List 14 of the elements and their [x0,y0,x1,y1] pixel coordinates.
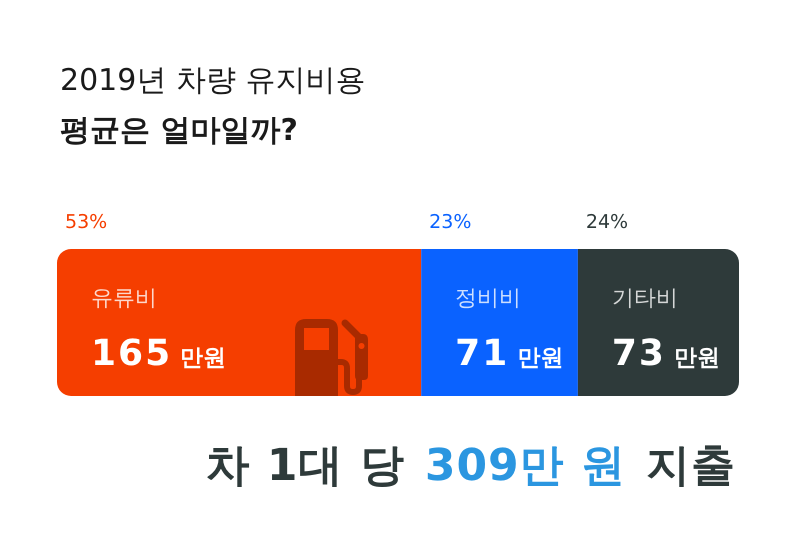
text: 지출 [646,440,736,491]
series-label: 정비비 [455,286,522,311]
series-label: 기타비 [612,286,678,311]
data-label: 165 만원 [91,333,226,374]
chart-title: 2019년 차량 유지비용 [60,63,366,98]
data-label: 73 만원 [612,333,720,374]
chart-subtitle: 평균은 얼마일까? [60,113,298,148]
text: 차 1대 당 [206,440,405,491]
text: 309만 원 [424,440,626,491]
data-label: 71 만원 [455,333,564,374]
series-label: 유류비 [91,286,157,311]
text: 24% [586,211,628,233]
text: 53% [65,211,108,233]
text: 23% [429,211,472,233]
